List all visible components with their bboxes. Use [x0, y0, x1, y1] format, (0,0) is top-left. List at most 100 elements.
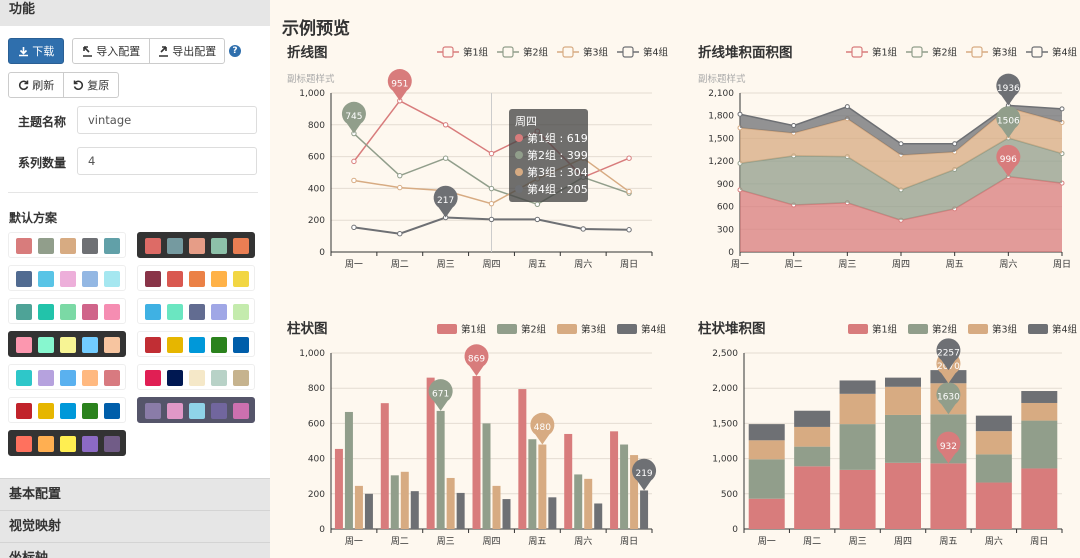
refresh-button[interactable]: 刷新: [8, 72, 64, 98]
data-point: [898, 152, 904, 158]
color-scheme-10[interactable]: [137, 364, 255, 390]
help-icon[interactable]: ?: [229, 45, 241, 57]
marker-label: 1506: [997, 116, 1020, 126]
bar: [446, 477, 455, 529]
bar: [584, 478, 593, 529]
color-scheme-13[interactable]: [8, 430, 126, 456]
y-tick-label: 1,000: [299, 89, 325, 99]
stacked-bar: [1021, 468, 1058, 529]
marker-pin: [433, 185, 458, 218]
color-scheme-8[interactable]: [137, 331, 255, 357]
series-count-input[interactable]: 4: [77, 147, 257, 175]
legend-symbol: [617, 324, 637, 334]
bar: [620, 444, 629, 529]
marker-pin: [387, 69, 412, 101]
color-scheme-2[interactable]: [137, 232, 255, 258]
x-tick-label: 周日: [1053, 259, 1071, 270]
data-point: [442, 122, 449, 128]
color-swatch: [60, 304, 76, 320]
download-button[interactable]: 下载: [8, 38, 64, 64]
color-swatch: [233, 337, 249, 353]
stacked-bar: [1021, 420, 1058, 469]
legend-symbol: [848, 324, 868, 334]
tooltip-row: 第4组 : 205: [515, 181, 588, 198]
data-point: [397, 172, 403, 179]
color-scheme-9[interactable]: [8, 364, 126, 390]
color-swatch: [167, 304, 183, 320]
stacked-bar: [748, 459, 785, 499]
y-tick-label: 1,800: [708, 112, 734, 122]
bar: [472, 376, 481, 529]
y-tick-label: 600: [308, 153, 325, 163]
color-swatch: [104, 403, 120, 419]
marker-pin: [428, 379, 453, 411]
stacked-bar: [930, 383, 967, 415]
color-scheme-7[interactable]: [8, 331, 126, 357]
data-point: [952, 166, 958, 172]
x-tick-label: 周六: [985, 535, 1003, 547]
y-tick-label: 1,500: [708, 134, 734, 144]
default-schemes-title: 默认方案: [9, 211, 58, 225]
color-swatch: [145, 370, 161, 386]
bar: [518, 389, 527, 529]
color-swatch: [145, 271, 161, 287]
data-point: [844, 154, 850, 160]
restore-button[interactable]: 复原: [63, 72, 119, 98]
color-swatch: [38, 271, 54, 287]
tooltip-dot: [515, 134, 523, 142]
import-config-button[interactable]: 导入配置: [72, 38, 150, 64]
data-point: [791, 202, 797, 208]
color-scheme-6[interactable]: [137, 298, 255, 324]
color-swatch: [211, 370, 227, 386]
marker-pin: [936, 351, 961, 384]
y-tick-label: 500: [721, 490, 738, 500]
color-swatch: [167, 403, 183, 419]
color-scheme-1[interactable]: [8, 232, 126, 258]
color-swatch: [82, 436, 98, 452]
theme-name-input[interactable]: vintage: [77, 106, 257, 134]
legend-label: 第1组: [461, 324, 487, 336]
y-tick-label: 1,200: [708, 157, 734, 167]
color-swatch: [211, 238, 227, 254]
y-tick-label: 400: [308, 455, 325, 465]
color-scheme-4[interactable]: [137, 265, 255, 291]
color-scheme-3[interactable]: [8, 265, 126, 291]
marker-label: 996: [1000, 155, 1017, 165]
data-point: [737, 125, 743, 131]
data-point: [488, 200, 495, 207]
data-point: [488, 185, 495, 192]
color-swatch: [82, 238, 98, 254]
data-point: [626, 227, 632, 233]
color-scheme-12[interactable]: [137, 397, 255, 423]
x-tick-label: 周五: [528, 536, 546, 547]
section-basic-header[interactable]: 基本配置: [0, 478, 270, 510]
bar: [436, 410, 445, 529]
x-tick-label: 周五: [528, 259, 546, 270]
refresh-label: 刷新: [32, 79, 55, 92]
legend-symbol: [971, 46, 983, 58]
color-swatch: [145, 403, 161, 419]
tooltip-dot: [515, 151, 523, 159]
data-point: [351, 224, 357, 231]
color-scheme-5[interactable]: [8, 298, 126, 324]
color-scheme-11[interactable]: [8, 397, 126, 423]
color-swatch: [233, 271, 249, 287]
export-config-button[interactable]: 导出配置: [149, 38, 225, 64]
marker-label: 219: [635, 469, 652, 479]
color-swatch: [60, 436, 76, 452]
bar: [574, 474, 583, 529]
color-swatch: [233, 304, 249, 320]
data-point: [952, 206, 958, 212]
section-axis-header[interactable]: 坐标轴: [0, 542, 270, 558]
color-swatch: [211, 403, 227, 419]
legend-symbol: [622, 46, 634, 58]
bar: [380, 403, 389, 529]
tooltip-dot: [515, 185, 523, 193]
color-swatch: [233, 403, 249, 419]
tooltip: 周四 第1组 : 619 第2组 : 399 第3组 : 304 第4组 : 2…: [509, 109, 588, 202]
chart-title: 折线堆积面积图: [698, 44, 793, 61]
section-visual-header[interactable]: 视觉映射: [0, 510, 270, 542]
marker-label: 745: [345, 112, 362, 122]
section-func-header[interactable]: 功能: [0, 0, 270, 26]
y-tick-label: 2,000: [712, 384, 738, 394]
